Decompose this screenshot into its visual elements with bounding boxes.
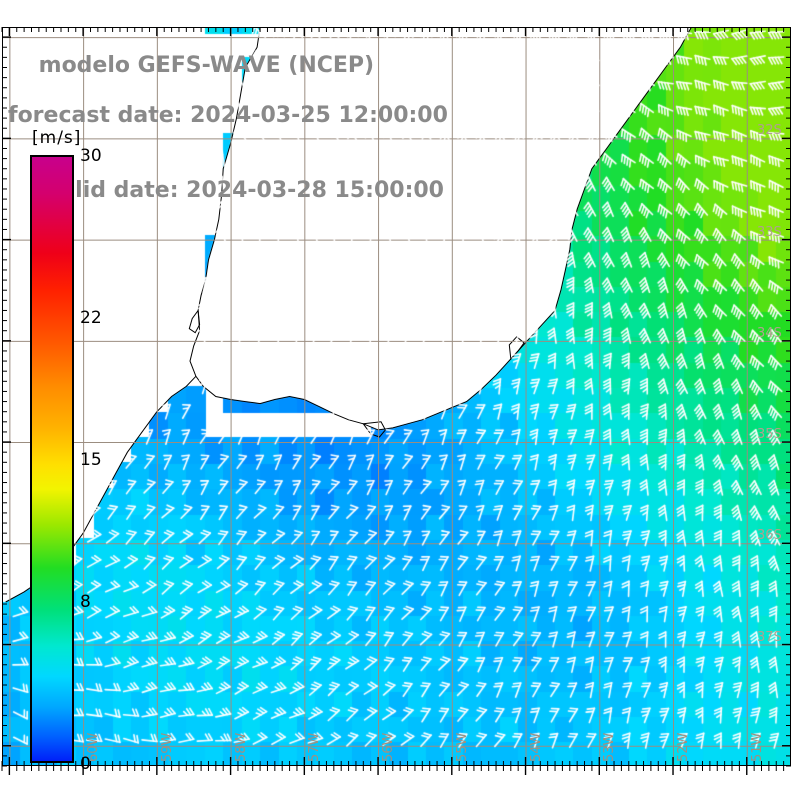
lon-label-53W: 53W: [602, 732, 618, 762]
lon-label-52W: 52W: [676, 732, 692, 762]
lat-label-36S: 36S: [757, 528, 782, 544]
lon-label-59W: 59W: [159, 732, 175, 762]
lat-label-34S: 34S: [757, 325, 782, 341]
lon-label-51W: 51W: [749, 732, 765, 762]
colorbar-tick-8: 8: [80, 591, 91, 612]
lon-label-57W: 57W: [307, 732, 323, 762]
title-model: modelo GEFS-WAVE (NCEP): [38, 53, 375, 78]
lat-label-32S: 32S: [757, 123, 782, 139]
lon-label-58W: 58W: [233, 732, 249, 762]
colorbar-gradient: [30, 155, 74, 763]
colorbar-legend: [m/s] 30 22 15 8 0: [30, 128, 102, 774]
colorbar-tick-30: 30: [80, 146, 102, 166]
title-forecast-date: forecast date: 2024-03-25 12:00:00: [8, 103, 448, 128]
colorbar-tick-0: 0: [80, 754, 91, 774]
lat-label-33S: 33S: [757, 224, 782, 240]
colorbar-unit-label: [m/s]: [32, 128, 82, 148]
lat-label-37S: 37S: [757, 629, 782, 645]
lat-label-35S: 35S: [757, 427, 782, 443]
colorbar-tick-22: 22: [80, 308, 102, 329]
lon-label-54W: 54W: [528, 732, 544, 762]
colorbar-tick-15: 15: [80, 450, 102, 470]
lon-label-55W: 55W: [454, 732, 470, 762]
lon-label-56W: 56W: [381, 732, 397, 762]
